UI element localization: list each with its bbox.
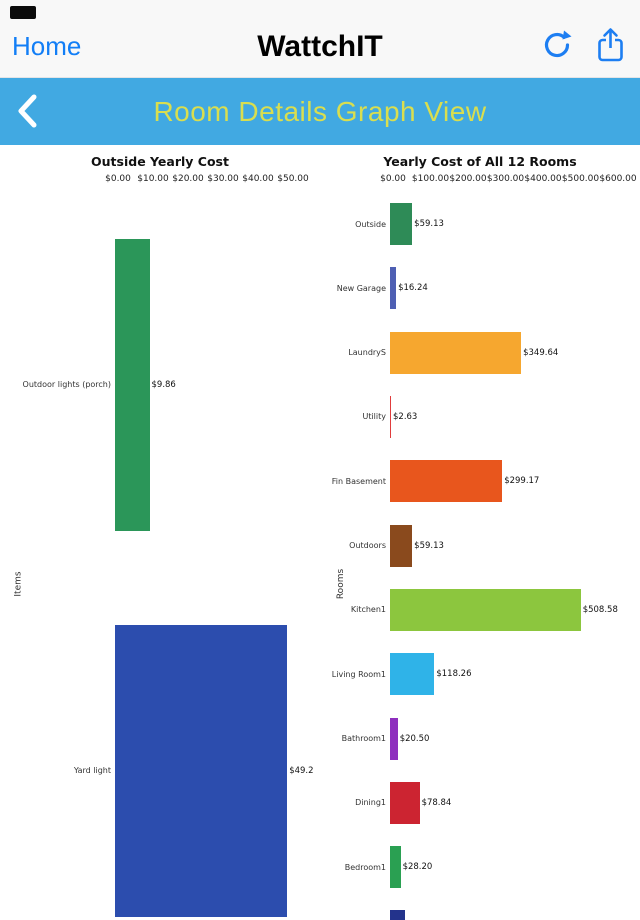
bar[interactable] bbox=[390, 910, 405, 920]
bar-row bbox=[320, 899, 640, 920]
category-label: Outdoors bbox=[349, 541, 386, 551]
home-back-link[interactable]: Home bbox=[12, 31, 82, 61]
refresh-button[interactable] bbox=[541, 29, 573, 64]
bar[interactable] bbox=[390, 203, 413, 246]
chart-plot: $0.00 $100.00 $200.00 $300.00 $400.00 $500.00… bbox=[320, 172, 640, 920]
x-axis-tick: $40.00 bbox=[242, 174, 274, 184]
bar[interactable] bbox=[390, 267, 397, 310]
x-axis-tick: $600.00 bbox=[599, 174, 637, 184]
bar-row: Outside $59.13 bbox=[320, 192, 640, 256]
x-axis-tick: $100.00 bbox=[411, 174, 450, 184]
category-label: Bedroom1 bbox=[344, 862, 386, 872]
chart-title: Yearly Cost of All 12 Rooms bbox=[383, 154, 577, 169]
value-label: $59.13 bbox=[414, 540, 444, 551]
value-label: $78.84 bbox=[421, 797, 452, 808]
nav-actions bbox=[541, 27, 624, 66]
category-label: Fin Basement bbox=[331, 476, 386, 486]
refresh-icon bbox=[541, 29, 573, 64]
bar[interactable] bbox=[390, 717, 398, 760]
value-label: $2.63 bbox=[393, 412, 418, 423]
bar[interactable] bbox=[390, 396, 391, 439]
chart-yearly-cost-all-rooms: Yearly Cost of All 12 Rooms $0.00 $100.00… bbox=[320, 145, 640, 920]
category-label: Yard light bbox=[73, 766, 111, 776]
category-label: Kitchen1 bbox=[350, 605, 386, 615]
bar-row: Outdoors $59.13 bbox=[320, 513, 640, 577]
category-label: Utility bbox=[362, 412, 386, 422]
bar-row: Utility $2.63 bbox=[320, 385, 640, 449]
bar[interactable] bbox=[390, 460, 503, 503]
value-label: $59.13 bbox=[414, 219, 444, 230]
bar[interactable] bbox=[390, 846, 401, 889]
bar[interactable] bbox=[390, 653, 435, 696]
x-axis-tick: $10.00 bbox=[137, 174, 169, 184]
x-axis-tick: $400.00 bbox=[524, 174, 562, 184]
bars-container: Outdoor lights (porch) $9.86 Yard light $49… bbox=[0, 192, 320, 920]
x-axis-tick: $0.00 bbox=[105, 174, 131, 184]
charts-area: Outside Yearly Cost $0.00 $10.00 $20.00 $30… bbox=[0, 145, 640, 920]
x-axis-tick: $200.00 bbox=[449, 174, 487, 184]
value-label: $9.86 bbox=[151, 380, 176, 390]
value-label: $49.2 bbox=[289, 766, 314, 776]
category-label: Dining1 bbox=[355, 798, 386, 808]
x-axis-tick: $50.00 bbox=[277, 174, 309, 184]
bar-row: New Garage $16.24 bbox=[320, 256, 640, 320]
page-header: Room Details Graph View bbox=[0, 78, 640, 145]
carrier-indicator bbox=[10, 6, 36, 19]
value-label: $16.24 bbox=[398, 283, 428, 294]
value-label: $508.58 bbox=[582, 604, 618, 615]
bar[interactable] bbox=[390, 588, 581, 631]
category-label: Bathroom1 bbox=[341, 733, 386, 743]
bar-row: LaundryS $349.64 bbox=[320, 321, 640, 385]
x-axis: $0.00 $100.00 $200.00 $300.00 $400.00 $500.00… bbox=[320, 174, 640, 188]
bar-row: Bathroom1 $20.50 bbox=[320, 706, 640, 770]
value-label: $299.17 bbox=[504, 476, 540, 487]
nav-bar: Home WattchIT bbox=[0, 0, 640, 78]
x-axis-tick: $300.00 bbox=[486, 174, 525, 184]
share-icon bbox=[597, 27, 624, 66]
chart-title: Outside Yearly Cost bbox=[91, 154, 229, 169]
bar-row: Yard light $49.2 bbox=[0, 578, 320, 920]
bar[interactable] bbox=[390, 524, 413, 567]
value-label: $349.64 bbox=[523, 347, 559, 358]
x-axis: $0.00 $10.00 $20.00 $30.00 $40.00 $50.00 bbox=[0, 174, 320, 188]
bar-row: Kitchen1 $508.58 bbox=[320, 578, 640, 642]
bar-row: Living Room1 $118.26 bbox=[320, 642, 640, 706]
bar[interactable] bbox=[390, 781, 420, 824]
bar[interactable] bbox=[115, 239, 150, 531]
category-label: Living Room1 bbox=[331, 669, 386, 679]
page-title: Room Details Graph View bbox=[153, 95, 487, 127]
y-axis-label: Items bbox=[13, 571, 24, 597]
value-label: $20.50 bbox=[399, 733, 430, 744]
share-button[interactable] bbox=[597, 27, 624, 66]
chevron-left-icon bbox=[14, 94, 42, 132]
bar[interactable] bbox=[115, 625, 288, 917]
x-axis-tick: $0.00 bbox=[380, 174, 406, 184]
bar-row: Outdoor lights (porch) $9.86 bbox=[0, 192, 320, 578]
chart-outside-yearly-cost: Outside Yearly Cost $0.00 $10.00 $20.00 $30… bbox=[0, 145, 320, 920]
value-label: $28.20 bbox=[402, 862, 433, 873]
x-axis-tick: $20.00 bbox=[172, 174, 204, 184]
bar-row: Fin Basement $299.17 bbox=[320, 449, 640, 513]
x-axis-tick: $30.00 bbox=[207, 174, 239, 184]
bar[interactable] bbox=[390, 331, 522, 374]
value-label: $118.26 bbox=[436, 669, 472, 680]
bars-container: Outside $59.13 New Garage $16.24 LaundryS $34… bbox=[320, 192, 640, 920]
bar-row: Bedroom1 $28.20 bbox=[320, 835, 640, 899]
category-label: Outdoor lights (porch) bbox=[22, 380, 111, 390]
category-label: New Garage bbox=[336, 283, 386, 293]
category-label: Outside bbox=[355, 219, 386, 229]
back-button[interactable] bbox=[14, 93, 42, 132]
bar-row: Dining1 $78.84 bbox=[320, 771, 640, 835]
y-axis-label: Rooms bbox=[336, 568, 347, 599]
x-axis-tick: $500.00 bbox=[561, 174, 600, 184]
category-label: LaundryS bbox=[348, 348, 386, 358]
chart-plot: $0.00 $10.00 $20.00 $30.00 $40.00 $50.00 Item… bbox=[0, 172, 320, 920]
